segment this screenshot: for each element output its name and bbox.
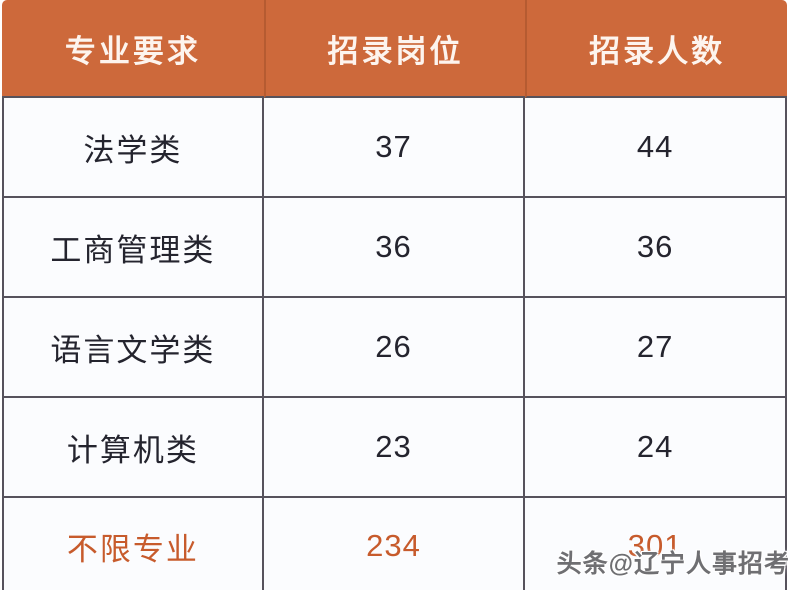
table-row: 计算机类 23 24	[2, 398, 787, 498]
headcount-cell: 44	[525, 98, 787, 198]
positions-cell: 23	[263, 398, 526, 498]
headcount-cell: 27	[525, 298, 787, 398]
table-row: 语言文学类 26 27	[2, 298, 787, 398]
header-cell-major: 专业要求	[2, 0, 264, 98]
header-cell-positions: 招录岗位	[263, 0, 526, 98]
headcount-cell: 24	[525, 398, 787, 498]
positions-cell: 37	[263, 98, 526, 198]
table-row-unrestricted-major: 不限专业 234 301	[2, 498, 787, 590]
positions-cell: 36	[263, 198, 526, 298]
header-cell-headcount: 招录人数	[525, 0, 787, 98]
positions-cell: 234	[263, 498, 526, 590]
table-header-row: 专业要求 招录岗位 招录人数	[2, 0, 787, 98]
headcount-cell: 301	[525, 498, 787, 590]
major-cell: 计算机类	[2, 398, 264, 498]
major-cell: 法学类	[2, 98, 264, 198]
major-cell: 工商管理类	[2, 198, 264, 298]
major-cell: 不限专业	[2, 498, 264, 590]
table-row: 法学类 37 44	[2, 98, 787, 198]
table-row: 工商管理类 36 36	[2, 198, 787, 298]
major-cell: 语言文学类	[2, 298, 264, 398]
watermark: 头条@辽宁人事招考	[556, 550, 790, 578]
headcount-cell: 36	[525, 198, 787, 298]
positions-cell: 26	[263, 298, 526, 398]
